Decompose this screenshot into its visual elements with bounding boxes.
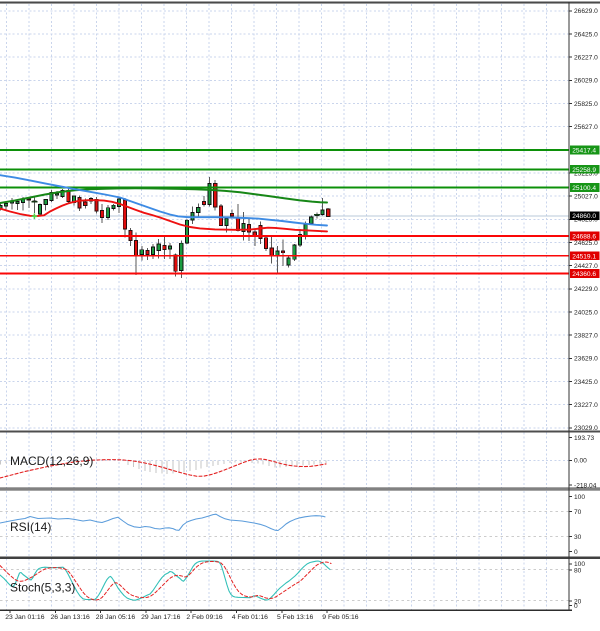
svg-text:193.73: 193.73	[574, 435, 595, 442]
svg-text:23029.0: 23029.0	[574, 425, 598, 432]
svg-text:24025.0: 24025.0	[574, 309, 598, 316]
svg-text:25258.9: 25258.9	[572, 167, 596, 174]
svg-text:25100.4: 25100.4	[572, 185, 596, 192]
svg-text:26 Jan 13:16: 26 Jan 13:16	[51, 614, 91, 621]
svg-text:MACD(12,26,9): MACD(12,26,9)	[10, 454, 93, 468]
svg-text:-218.04: -218.04	[574, 482, 597, 489]
svg-text:Stoch(5,3,3): Stoch(5,3,3)	[10, 581, 75, 595]
svg-text:2 Feb 09:16: 2 Feb 09:16	[186, 614, 222, 621]
svg-text:26425.0: 26425.0	[574, 31, 598, 38]
svg-text:23827.0: 23827.0	[574, 333, 598, 340]
svg-text:70: 70	[574, 509, 582, 516]
svg-text:20: 20	[574, 598, 582, 605]
svg-text:26227.0: 26227.0	[574, 55, 598, 62]
svg-text:26029.0: 26029.0	[574, 78, 598, 85]
svg-text:24229.0: 24229.0	[574, 286, 598, 293]
svg-text:0.00: 0.00	[574, 458, 587, 465]
svg-text:100: 100	[574, 561, 585, 568]
svg-text:0: 0	[574, 603, 578, 610]
svg-text:25627.0: 25627.0	[574, 124, 598, 131]
svg-text:100: 100	[574, 494, 585, 501]
svg-text:25223.0: 25223.0	[574, 170, 598, 177]
svg-text:28 Jan 05:16: 28 Jan 05:16	[96, 614, 136, 621]
svg-text:4 Feb 01:16: 4 Feb 01:16	[232, 614, 268, 621]
svg-text:25027.0: 25027.0	[574, 194, 598, 201]
svg-text:24427.0: 24427.0	[574, 263, 598, 270]
svg-text:24860.0: 24860.0	[572, 213, 596, 220]
svg-text:25417.4: 25417.4	[572, 148, 596, 155]
svg-text:24823.0: 24823.0	[574, 217, 598, 224]
svg-text:29 Jan 17:16: 29 Jan 17:16	[141, 614, 181, 621]
svg-text:24519.1: 24519.1	[572, 253, 596, 260]
svg-text:24360.6: 24360.6	[572, 271, 596, 278]
svg-text:5 Feb 13:16: 5 Feb 13:16	[277, 614, 313, 621]
svg-text:23629.0: 23629.0	[574, 356, 598, 363]
svg-text:23425.0: 23425.0	[574, 379, 598, 386]
svg-text:23 Jan 01:16: 23 Jan 01:16	[5, 614, 45, 621]
svg-text:0: 0	[574, 549, 578, 556]
svg-text:9 Feb 05:16: 9 Feb 05:16	[322, 614, 358, 621]
svg-text:23227.0: 23227.0	[574, 402, 598, 409]
svg-text:RSI(14): RSI(14)	[10, 520, 51, 534]
svg-text:24688.6: 24688.6	[572, 234, 596, 241]
svg-text:24625.0: 24625.0	[574, 240, 598, 247]
svg-text:80: 80	[574, 567, 582, 574]
svg-text:25825.0: 25825.0	[574, 101, 598, 108]
svg-text:30: 30	[574, 534, 582, 541]
svg-text:26629.0: 26629.0	[574, 8, 598, 15]
